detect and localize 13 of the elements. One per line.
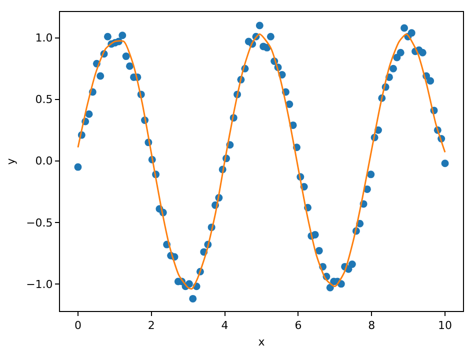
- y-tick-label: 1.0: [35, 32, 53, 45]
- x-tick-label: 4: [221, 319, 228, 332]
- x-tick-label: 6: [294, 319, 302, 332]
- y-tick-label: 0.5: [35, 93, 53, 106]
- x-tick-label: 10: [438, 319, 452, 332]
- x-tick-label: 8: [368, 319, 376, 332]
- y-tick-label: −1.0: [26, 278, 53, 291]
- x-tick-label: 0: [74, 319, 82, 332]
- y-tick-label: −0.5: [26, 216, 53, 230]
- x-axis-title: x: [258, 335, 266, 348]
- x-tick-label: 2: [148, 319, 155, 332]
- y-axis-title: y: [4, 158, 18, 165]
- y-tick-label: 0.0: [35, 154, 53, 168]
